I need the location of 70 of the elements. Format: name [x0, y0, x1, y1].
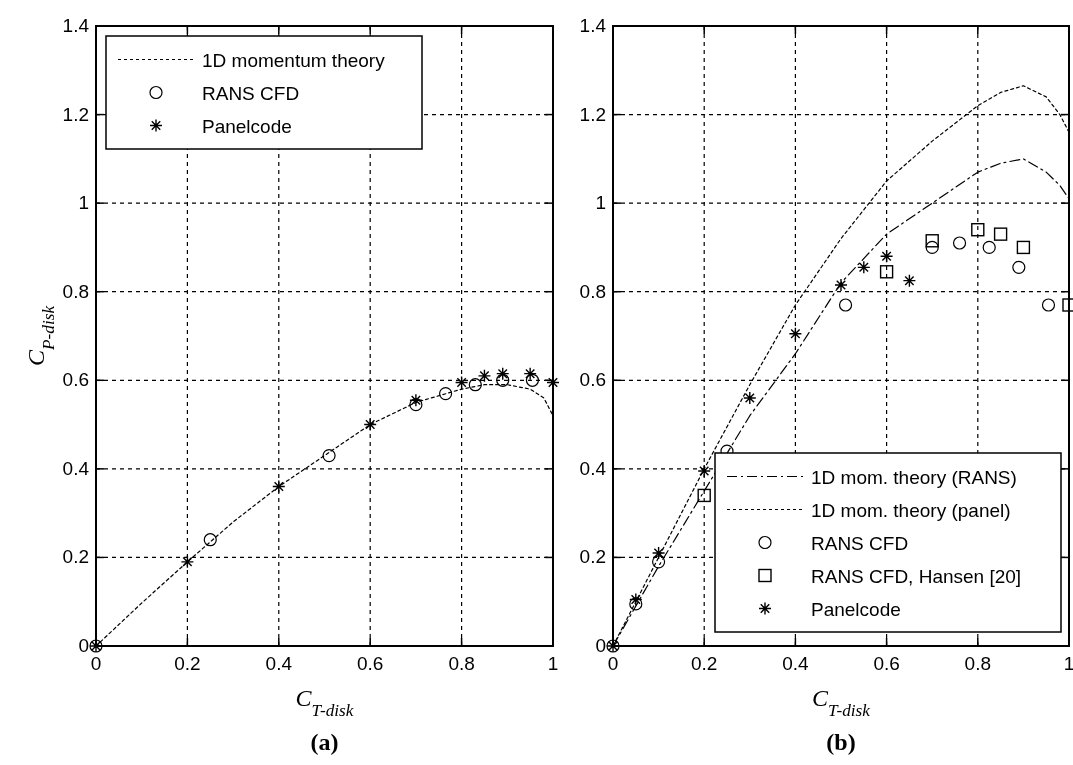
x-tick-label: 0.8 [964, 653, 992, 674]
y-tick-label: 1 [78, 192, 89, 214]
point [697, 488, 711, 503]
point [993, 227, 1008, 241]
x-tick-label: 0.8 [448, 653, 475, 674]
legend-label: Panelcode [202, 115, 292, 137]
y-tick-label: 0.2 [62, 546, 89, 568]
point [838, 298, 853, 312]
y-tick-label: 0.6 [62, 369, 89, 391]
point [203, 533, 217, 547]
point [1016, 240, 1031, 255]
point [468, 378, 482, 392]
text: (b) [826, 729, 856, 755]
point [743, 391, 757, 405]
x-tick-label: 0.6 [873, 653, 900, 674]
point [1012, 260, 1026, 274]
point [409, 393, 423, 407]
point [523, 366, 537, 381]
point [925, 234, 939, 248]
y-tick-label: 0.8 [579, 280, 606, 302]
point [925, 240, 939, 255]
y-tick-label: 0 [78, 635, 89, 656]
y-tick-label: 1.4 [579, 15, 607, 36]
y-tick-label: 1.2 [62, 103, 89, 125]
point [982, 240, 996, 255]
y-tick-label: 0.6 [579, 369, 606, 391]
x-tick-label: 1 [1063, 653, 1073, 674]
x-tick-label: 0.4 [265, 653, 293, 674]
y-tick-label: 0.8 [62, 280, 89, 302]
point [629, 592, 643, 607]
y-tick-label: 0.4 [62, 457, 90, 479]
point [363, 417, 377, 432]
legend-label: RANS CFD [811, 532, 909, 554]
legend-label: RANS CFD [202, 82, 300, 104]
y-tick-label: 1.4 [62, 15, 90, 36]
x-axis-title: C$_{T-disk}$ [295, 685, 354, 720]
y-tick-label: 0 [595, 635, 606, 656]
point [971, 223, 985, 237]
point [952, 236, 967, 250]
point [272, 479, 286, 494]
point [477, 369, 492, 383]
y-tick-label: 1.2 [579, 103, 606, 125]
point [322, 448, 336, 463]
point [788, 327, 803, 341]
point [1041, 298, 1056, 312]
legend-label: Panelcode [811, 598, 901, 620]
point [879, 265, 894, 279]
point [834, 278, 848, 292]
y-tick-label: 0.2 [579, 546, 606, 568]
y-tick-label: 1 [595, 192, 606, 214]
legend-label: 1D mom. theory (panel) [811, 499, 1011, 521]
point [496, 366, 510, 381]
legend-label: 1D mom. theory (RANS) [811, 466, 1017, 488]
x-tick-label: 0.6 [356, 653, 384, 674]
legend-label: 1D momentum theory [202, 49, 386, 71]
point [651, 546, 666, 560]
point [857, 260, 871, 275]
point [454, 375, 469, 390]
point [697, 464, 711, 478]
text: (a) [310, 729, 339, 755]
x-tick-label: 0.2 [174, 653, 201, 674]
point [180, 555, 195, 569]
x-tick-label: 0.2 [690, 653, 718, 674]
legend-label: RANS CFD, Hansen [20] [811, 565, 1022, 587]
x-tick-label: 1 [547, 653, 559, 674]
x-axis-title: C$_{T-disk}$ [812, 685, 871, 720]
point [879, 249, 894, 263]
point [902, 273, 917, 288]
x-tick-label: 0.4 [782, 653, 810, 674]
y-tick-label: 0.4 [579, 457, 607, 479]
